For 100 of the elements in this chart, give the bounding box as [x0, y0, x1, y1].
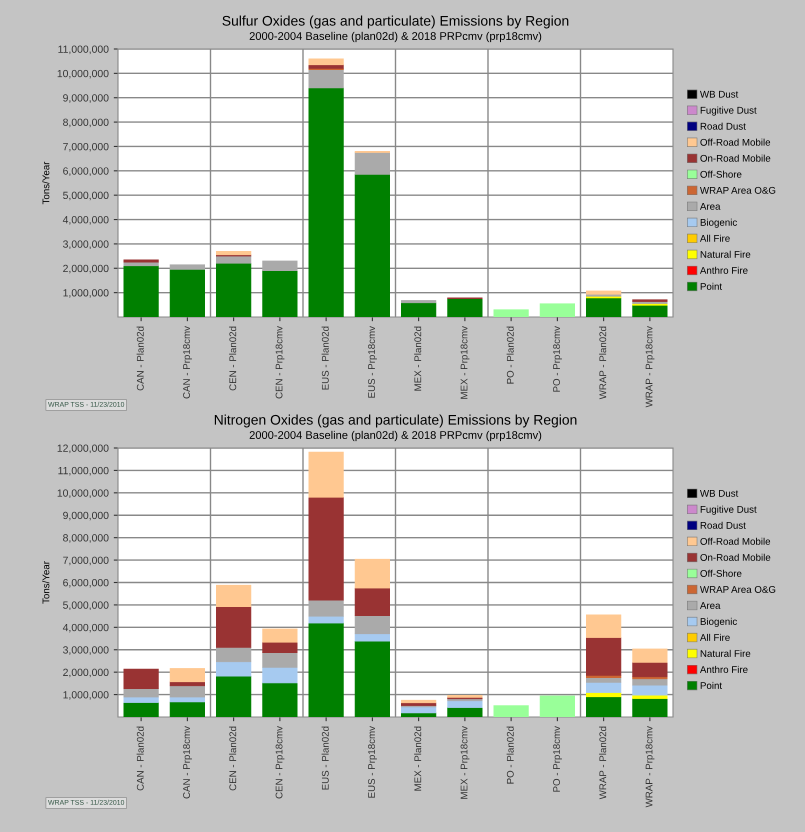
bar	[124, 688, 159, 698]
bar	[170, 702, 205, 717]
x-tick-label: MEX - Prp18cmv	[460, 726, 470, 799]
bar	[170, 696, 205, 702]
x-tick-label: WRAP - Plan02d	[599, 726, 606, 800]
y-axis-title: Tons/Year	[42, 162, 50, 204]
legend-label: Road Dust	[700, 122, 746, 130]
y-tick-label: 9,000,000	[63, 512, 109, 520]
chart-subtitle: 2000-2004 Baseline (plan02d) & 2018 PRPcmv (prp18cmv)	[250, 430, 542, 442]
bar	[447, 694, 482, 698]
y-tick-label: 3,000,000	[63, 646, 109, 655]
x-tick-label: MEX - Plan02d	[414, 726, 422, 791]
bar	[632, 662, 668, 678]
bar	[216, 584, 252, 607]
legend-label: Off-Road Mobile	[700, 138, 770, 146]
y-tick-label: 12,000,000	[58, 444, 109, 454]
bar	[170, 264, 205, 270]
x-tick-label: CAN - Prp18cmv	[183, 726, 192, 798]
y-tick-label: 8,000,000	[63, 534, 109, 543]
bar	[308, 64, 344, 69]
bar	[262, 642, 298, 653]
bar	[124, 259, 159, 262]
legend-label: Point	[700, 682, 722, 690]
bar	[262, 682, 298, 717]
legend-label: Anthro Fire	[700, 666, 748, 673]
y-axis-title: Tons/Year	[42, 561, 50, 604]
bar	[632, 678, 668, 686]
legend-label: Biogenic	[700, 218, 737, 228]
y-tick-label: 10,000,000	[58, 70, 109, 78]
bar	[447, 707, 482, 717]
bar	[308, 497, 344, 600]
y-tick-label: 6,000,000	[63, 167, 109, 176]
bar	[216, 256, 252, 264]
y-tick-label: 1,000,000	[63, 289, 109, 298]
bar	[586, 682, 622, 693]
bar	[308, 616, 344, 624]
y-tick-label: 10,000,000	[58, 489, 109, 498]
bar	[262, 667, 298, 684]
x-tick-label: MEX - Plan02d	[414, 326, 422, 391]
bar	[586, 696, 622, 717]
bar	[262, 628, 298, 643]
bar	[124, 702, 159, 717]
bar	[308, 88, 344, 317]
x-tick-label: WRAP - Prp18cmv	[646, 726, 654, 808]
bar	[632, 648, 668, 663]
bar	[308, 600, 344, 617]
y-tick-label: 2,000,000	[63, 668, 109, 678]
legend-label: Natural Fire	[700, 650, 750, 657]
legend-label: Anthro Fire	[700, 266, 748, 274]
chart-title: Nitrogen Oxides (gas and particulate) Emissions by Region	[214, 414, 576, 428]
y-tick-label: 7,000,000	[63, 142, 109, 152]
y-tick-label: 6,000,000	[63, 579, 109, 588]
legend-label: Off-Shore	[700, 570, 742, 577]
bar	[354, 588, 390, 616]
legend-label: WB Dust	[700, 90, 738, 98]
bar	[586, 677, 622, 683]
x-tick-label: PO - Prp18cmv	[553, 326, 562, 392]
legend-label: All Fire	[700, 234, 730, 242]
legend-label: Fugitive Dust	[700, 506, 757, 515]
bar	[447, 298, 482, 317]
bar	[262, 270, 298, 317]
y-tick-label: 3,000,000	[63, 240, 109, 250]
bar	[494, 705, 529, 717]
bar	[308, 452, 344, 498]
legend-label: Natural Fire	[700, 250, 750, 258]
y-tick-label: 2,000,000	[63, 264, 109, 274]
chart-subtitle: 2000-2004 Baseline (plan02d) & 2018 PRPcmv (prp18cmv)	[250, 32, 542, 42]
legend-label: Road Dust	[700, 522, 746, 529]
bar	[401, 706, 436, 714]
bar	[540, 303, 575, 317]
legend-label: Off-Road Mobile	[700, 538, 770, 545]
bar	[216, 676, 252, 717]
legend-label: On-Road Mobile	[700, 554, 770, 561]
legend-label: WRAP Area O&G	[700, 186, 776, 194]
x-tick-label: CAN - Plan02d	[136, 726, 144, 790]
bar	[354, 558, 390, 588]
x-tick-label: MEX - Prp18cmv	[460, 326, 470, 399]
y-tick-label: 9,000,000	[63, 94, 109, 103]
x-tick-label: WRAP - Plan02d	[599, 326, 606, 400]
bar	[216, 606, 252, 648]
x-tick-label: PO - Prp18cmv	[553, 726, 562, 792]
bar	[586, 614, 622, 638]
legend-label: Off-Shore	[700, 170, 742, 178]
bar	[447, 700, 482, 708]
y-tick-label: 1,000,000	[63, 691, 109, 700]
bar	[540, 696, 575, 717]
legend-label: All Fire	[700, 634, 730, 641]
bar	[262, 652, 298, 668]
bar	[216, 263, 252, 317]
bar	[354, 615, 390, 634]
bar	[354, 152, 390, 175]
bar	[632, 684, 668, 696]
x-tick-label: EUS - Plan02d	[322, 326, 329, 390]
bar	[124, 696, 159, 703]
legend-label: Fugitive Dust	[700, 106, 757, 116]
bar	[586, 290, 622, 295]
x-tick-label: EUS - Plan02d	[322, 726, 329, 790]
bar	[401, 702, 436, 706]
bar	[170, 269, 205, 317]
bar	[124, 668, 159, 690]
